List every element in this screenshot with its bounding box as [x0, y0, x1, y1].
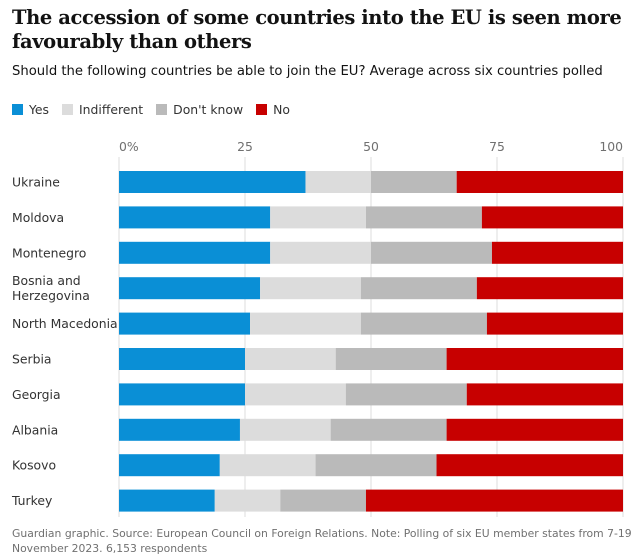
- category-label: Montenegro: [12, 245, 86, 260]
- category-label: Moldova: [12, 210, 64, 225]
- category-label: North Macedonia: [12, 316, 118, 331]
- x-tick-label: 25: [237, 139, 253, 154]
- bar-georgia-no: [466, 383, 623, 406]
- bar-bosnia-and-herzegovina-yes: [119, 277, 261, 300]
- legend: Yes Indifferent Don't know No: [12, 102, 303, 117]
- x-tick-label: 50: [363, 139, 379, 154]
- bar-ukraine-yes: [119, 171, 306, 193]
- bar-north-macedonia-no: [486, 312, 623, 335]
- legend-item-no: No: [256, 102, 290, 117]
- bar-georgia-indifferent: [245, 383, 346, 406]
- bar-bosnia-and-herzegovina-indifferent: [260, 277, 361, 300]
- bar-kosovo-don-t-know: [315, 454, 437, 477]
- x-tick-label: 0%: [119, 139, 139, 154]
- legend-item-yes: Yes: [12, 102, 49, 117]
- category-label: Ukraine: [12, 175, 60, 190]
- bar-albania-indifferent: [239, 418, 331, 441]
- legend-item-don-t-know: Don't know: [156, 102, 243, 117]
- chart-title: The accession of some countries into the…: [12, 6, 622, 53]
- legend-label: No: [273, 102, 290, 117]
- bar-moldova-don-t-know: [365, 206, 482, 229]
- legend-swatch: [12, 104, 23, 115]
- category-label: Georgia: [12, 387, 61, 402]
- bar-serbia-no: [446, 348, 623, 370]
- category-label: Albania: [12, 422, 58, 437]
- bar-ukraine-indifferent: [305, 171, 371, 193]
- legend-swatch: [156, 104, 168, 115]
- category-label: Kosovo: [12, 458, 56, 473]
- legend-label: Indifferent: [79, 102, 144, 117]
- legend-label: Don't know: [173, 102, 244, 117]
- category-label: Herzegovina: [12, 288, 90, 303]
- legend-item-indifferent: Indifferent: [62, 102, 143, 117]
- bar-turkey-no: [365, 489, 623, 512]
- category-label: Bosnia and: [12, 273, 81, 288]
- bar-montenegro-don-t-know: [371, 241, 492, 264]
- bar-north-macedonia-indifferent: [250, 312, 361, 335]
- bar-bosnia-and-herzegovina-no: [476, 277, 623, 300]
- bar-georgia-don-t-know: [345, 383, 467, 406]
- bar-turkey-yes: [119, 489, 215, 512]
- category-label: Serbia: [12, 352, 51, 367]
- bar-turkey-indifferent: [214, 489, 281, 512]
- bar-bosnia-and-herzegovina-don-t-know: [360, 277, 477, 300]
- bar-kosovo-no: [436, 454, 623, 477]
- bar-albania-no: [446, 418, 623, 441]
- legend-label: Yes: [29, 102, 50, 117]
- x-tick-label: 100: [599, 139, 623, 154]
- bar-moldova-yes: [119, 206, 271, 229]
- bar-kosovo-indifferent: [219, 454, 316, 477]
- bar-montenegro-indifferent: [270, 241, 371, 264]
- bar-serbia-don-t-know: [335, 348, 447, 370]
- bar-turkey-don-t-know: [280, 489, 366, 512]
- bar-north-macedonia-don-t-know: [360, 312, 487, 335]
- legend-swatch: [256, 104, 268, 115]
- bar-moldova-indifferent: [270, 206, 366, 229]
- legend-swatch: [62, 104, 74, 115]
- bar-montenegro-no: [491, 241, 623, 264]
- bar-ukraine-no: [456, 171, 623, 193]
- bar-montenegro-yes: [119, 241, 271, 264]
- chart-subtitle: Should the following countries be able t…: [12, 64, 603, 79]
- category-label: Turkey: [11, 493, 52, 508]
- bar-serbia-yes: [119, 348, 245, 370]
- bar-georgia-yes: [119, 383, 245, 406]
- x-tick-label: 75: [489, 139, 505, 154]
- bar-ukraine-don-t-know: [371, 171, 457, 193]
- bar-moldova-no: [481, 206, 623, 229]
- source-note: Guardian graphic. Source: European Counc…: [12, 527, 632, 555]
- bar-serbia-indifferent: [245, 348, 336, 370]
- bar-albania-yes: [119, 418, 240, 441]
- bar-albania-don-t-know: [330, 418, 447, 441]
- bar-north-macedonia-yes: [119, 312, 251, 335]
- bar-kosovo-yes: [119, 454, 220, 477]
